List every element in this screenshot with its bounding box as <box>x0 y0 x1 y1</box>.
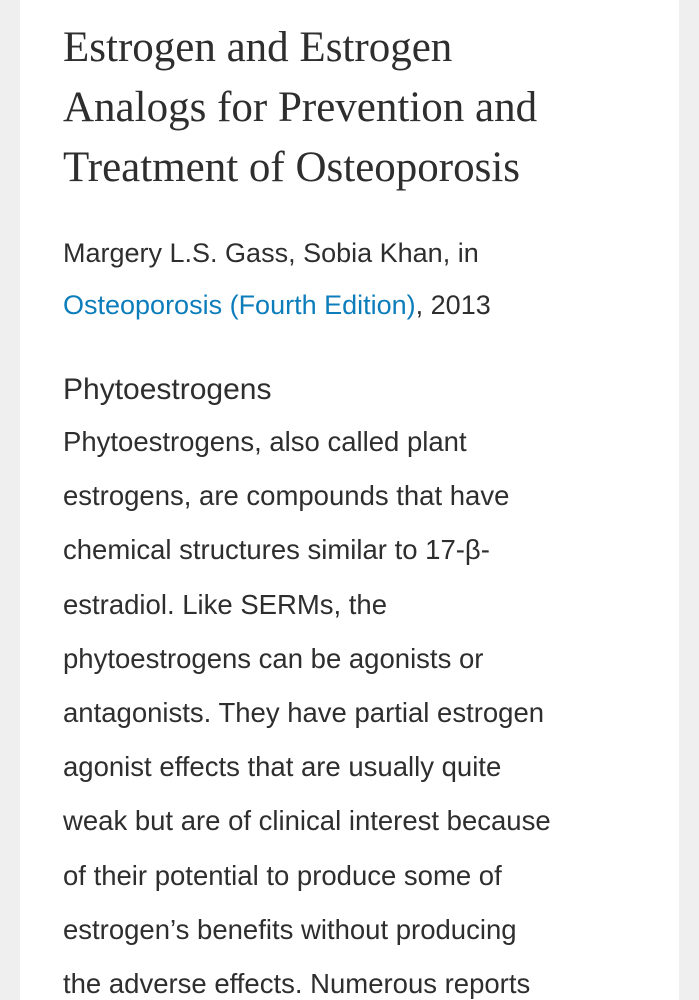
paragraph-line: Phytoestrogens, also called plant <box>63 426 467 457</box>
paragraph-line: estrogens, are compounds that have <box>63 480 510 512</box>
paragraph-line: phytoestrogens can be agonists or <box>63 642 484 674</box>
paragraph-line: estrogen’s benefits without producing <box>63 913 517 945</box>
title-line: Estrogen and Estrogen <box>63 24 453 71</box>
title-line: Treatment of Osteoporosis <box>63 144 521 191</box>
source-line: Osteoporosis (Fourth Edition), 2013 <box>63 292 491 319</box>
paragraph-line: weak but are of clinical interest becaus… <box>63 805 551 837</box>
source-link[interactable]: Osteoporosis (Fourth Edition) <box>63 290 416 320</box>
byline-line: Margery L.S. Gass, Sobia Khan, in <box>63 240 479 267</box>
title-line: Analogs for Prevention and <box>63 84 538 131</box>
section-heading: Phytoestrogens <box>63 373 272 406</box>
paragraph-line: antagonists. They have partial estrogen <box>63 697 545 728</box>
paragraph-line: chemical structures similar to 17-β- <box>63 534 490 566</box>
paragraph-line: agonist effects that are usually quite <box>63 751 502 783</box>
byline: Margery L.S. Gass, Sobia Khan, in <box>63 238 479 268</box>
paragraph-line: estradiol. Like SERMs, the <box>63 588 388 620</box>
paragraph-line: of their potential to produce some of <box>63 859 502 891</box>
paragraph-line: the adverse effects. Numerous reports <box>63 968 531 999</box>
article-card: Margery L.S. Gass, Sobia Khan, in Osteop… <box>20 0 679 1000</box>
source-suffix: , 2013 <box>415 290 491 320</box>
